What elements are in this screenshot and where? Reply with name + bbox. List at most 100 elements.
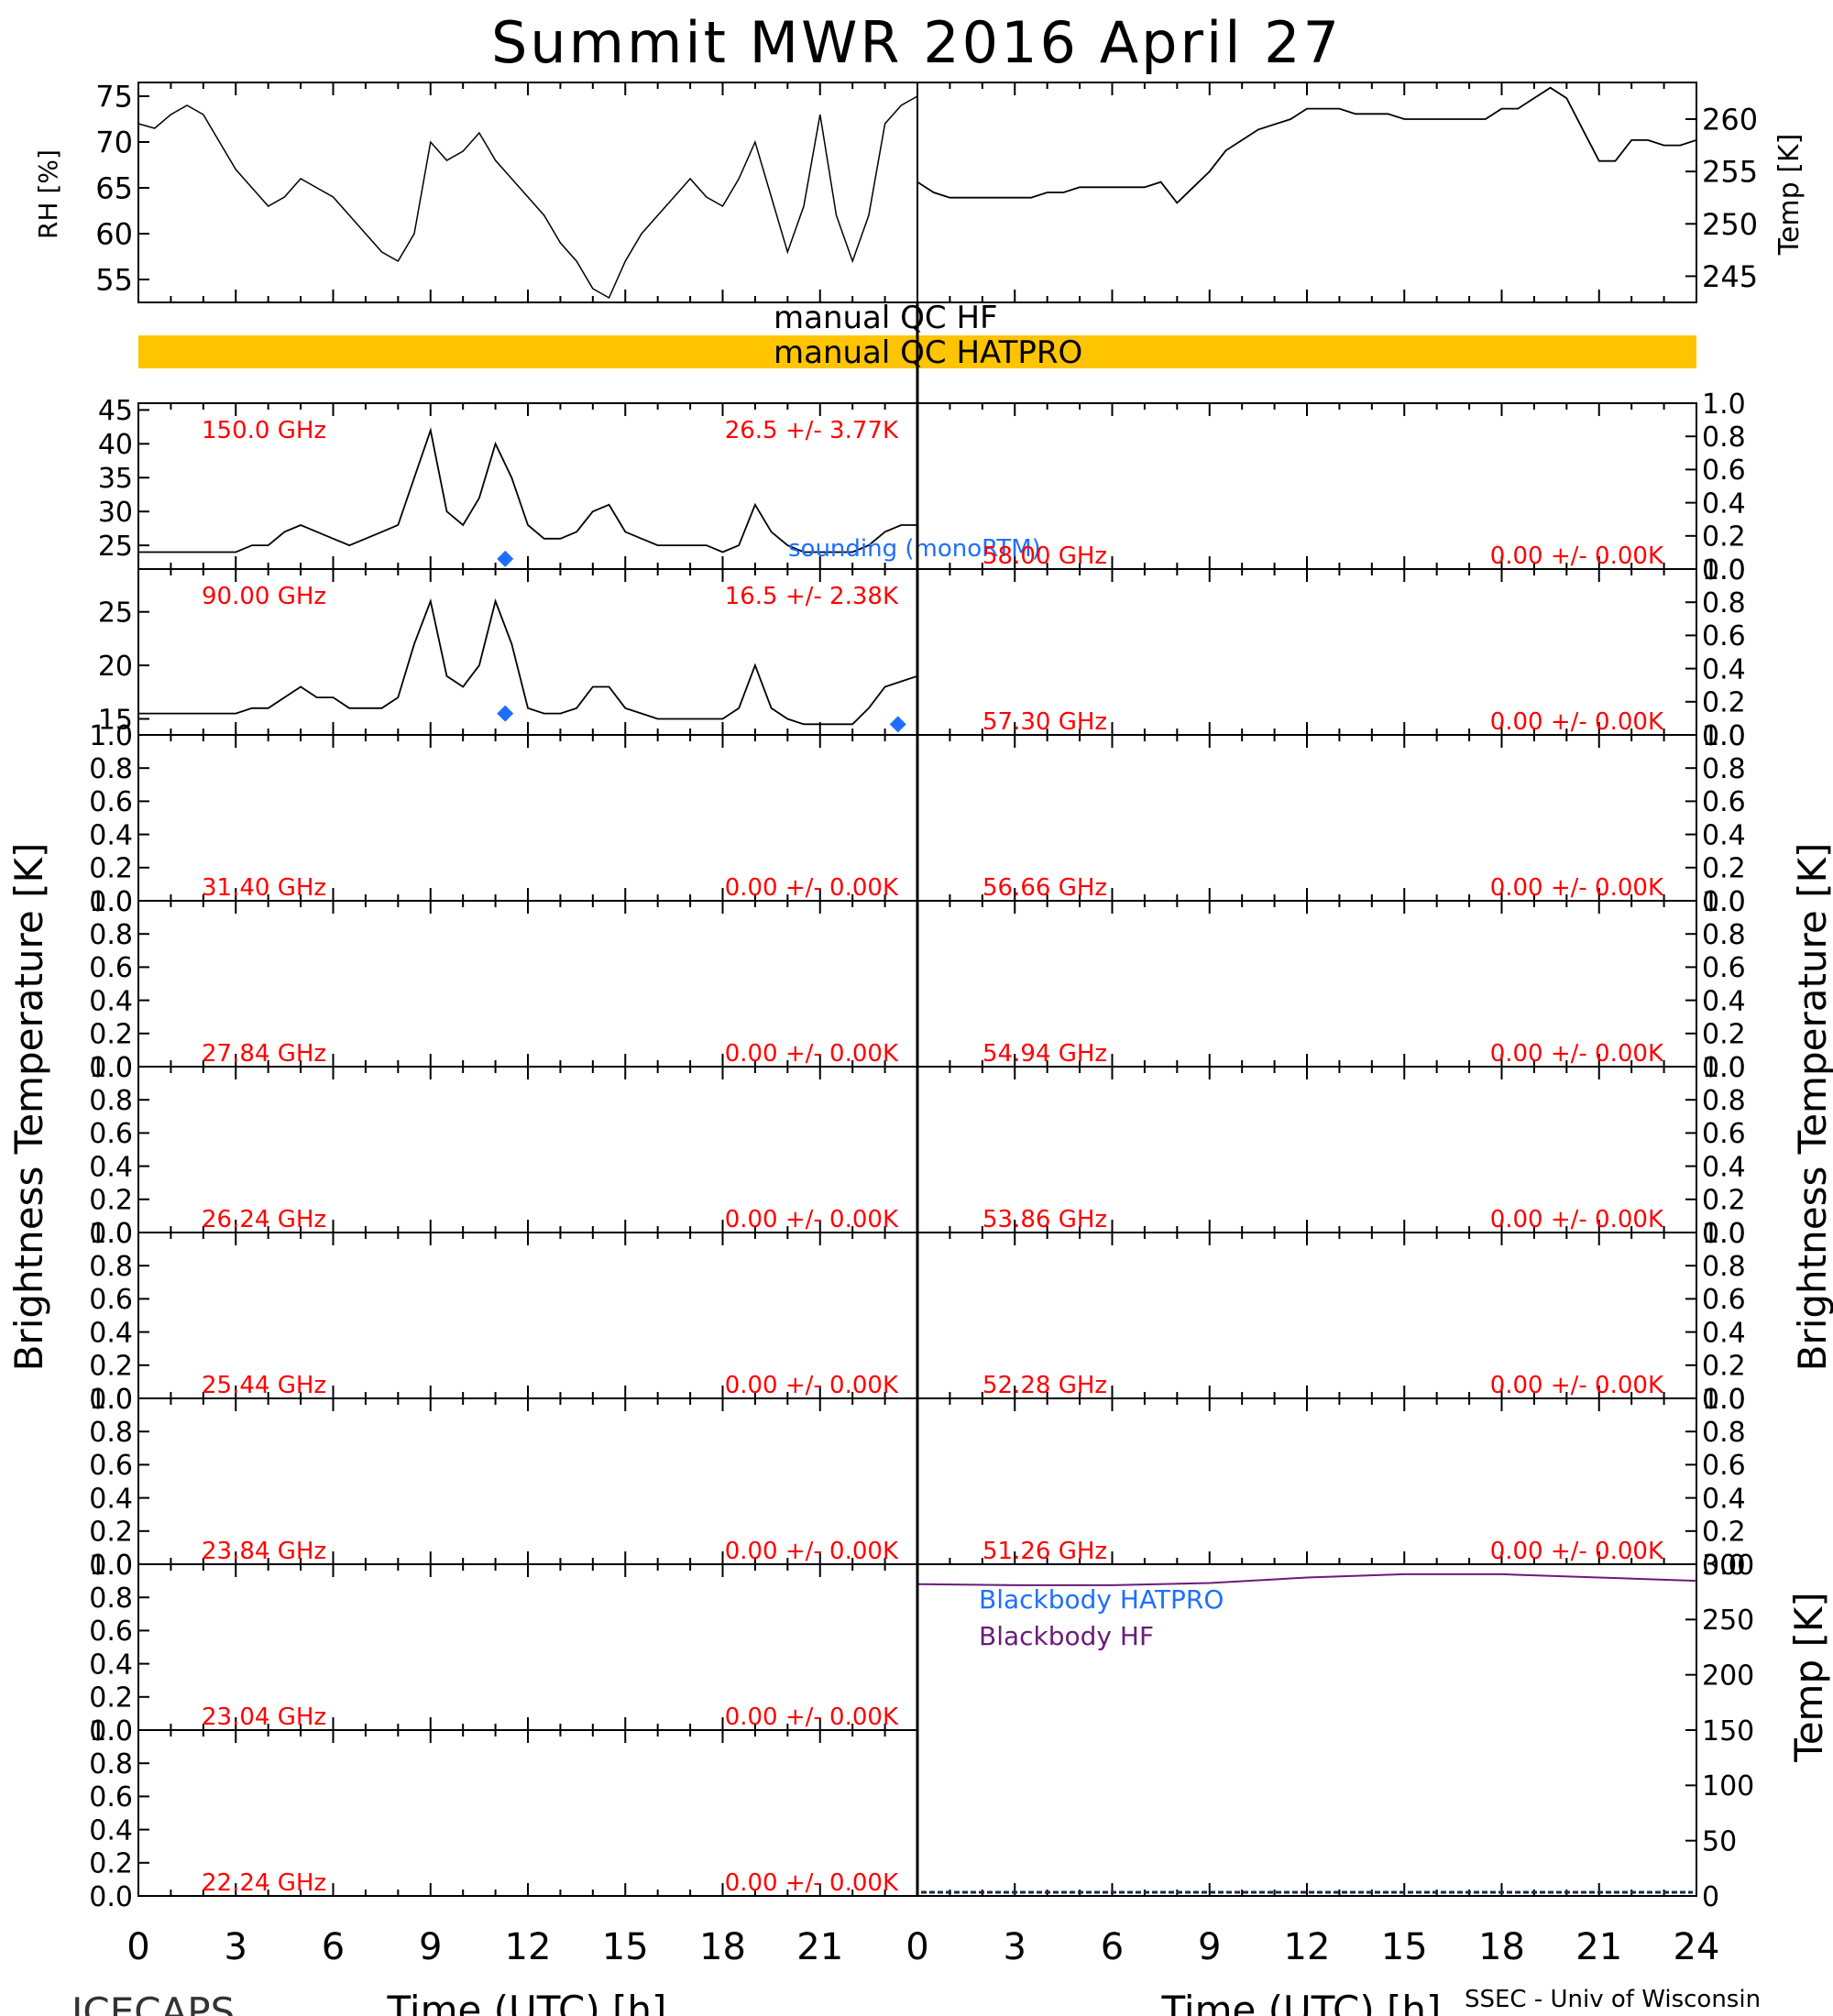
rh-ytick-label: 65 [95,171,133,206]
tb-right-panel-2-channel-label: 57.30 GHz [982,708,1107,736]
temp-axis-label: Temp [K] [1773,134,1806,257]
tb-right-panel-3-ytick-label: 1.0 [1702,720,1746,752]
tb-left-panel-3-ytick-label: 0.8 [89,753,133,785]
tb-left-panel-8-ytick-label: 0.0 [89,1715,133,1748]
qc-hatpro-label: manual QC HATPRO [774,334,1082,371]
tb-left-panel-1-channel-label: 150.0 GHz [202,417,326,444]
tb-right-panel-4-ytick-label: 0.0 [1702,1052,1746,1084]
tb-right-panel-7-ytick-label: 0.0 [1702,1550,1746,1582]
tb-right-panel-3-stats-label: 0.00 +/- 0.00K [1490,874,1664,902]
blackbody-ytick-label: 0 [1702,1881,1719,1913]
x-tick-label-left: 6 [322,1926,345,1968]
tb-left-panel-9-ytick-label: 0.2 [89,1848,133,1880]
x-tick-label-left: 12 [505,1926,552,1968]
tb-left-panel-3-stats-label: 0.00 +/- 0.00K [725,874,899,902]
tb-right-panel-4-channel-label: 54.94 GHz [982,1040,1107,1068]
plot-panels: 55606570752452502552602530354045sounding… [89,80,1758,1968]
x-tick-label-right: 24 [1674,1926,1720,1968]
tb-left-panel-2-channel-label: 90.00 GHz [202,583,326,610]
blackbody-ytick-label: 150 [1702,1715,1754,1748]
tb-left-panel-2-sounding-marker [889,716,906,733]
x-tick-label-right: 18 [1478,1926,1525,1968]
x-tick-label-right: 9 [1198,1926,1221,1968]
tb-left-panel-7-channel-label: 23.84 GHz [202,1538,326,1565]
legend-blackbody-hatpro: Blackbody HATPRO [979,1584,1224,1615]
tb-right-panel-6-ytick-label: 0.6 [1702,1284,1746,1316]
tb-left-panel-3-ytick-label: 0.0 [89,886,133,918]
tb-left-panel-3-channel-label: 31.40 GHz [202,874,326,902]
tb-right-panel-6-ytick-label: 0.4 [1702,1317,1746,1349]
tb-right-panel-4-ytick-label: 0.4 [1702,985,1746,1017]
tb-right-panel-4-stats-label: 0.00 +/- 0.00K [1490,1040,1664,1068]
tb-left-panel-4-ytick-label: 0.4 [89,985,133,1017]
tb-left-panel-6-stats-label: 0.00 +/- 0.00K [725,1372,899,1399]
tb-left-panel-5-ytick-label: 1.0 [89,1052,133,1084]
blackbody-ytick-label: 250 [1702,1605,1754,1637]
tb-right-panel-1-stats-label: 0.00 +/- 0.00K [1490,542,1664,570]
tb-right-panel-3-ytick-label: 0.8 [1702,753,1746,785]
x-tick-label-right: 12 [1284,1926,1331,1968]
tb-right-panel-5-stats-label: 0.00 +/- 0.00K [1490,1206,1664,1233]
x-tick-label-left: 9 [419,1926,442,1968]
tb-left-panel-1-series-line [138,427,917,553]
tb-right-panel-2-stats-label: 0.00 +/- 0.00K [1490,708,1664,736]
tb-right-panel-5-channel-label: 53.86 GHz [982,1206,1107,1233]
tb-right-panel-2-ytick-label: 0.8 [1702,587,1746,619]
tb-left-panel-2-stats-label: 16.5 +/- 2.38K [725,583,899,610]
tb-right-panel-2-ytick-label: 1.0 [1702,554,1746,586]
tb-right-panel-5-ytick-label: 1.0 [1702,1052,1746,1084]
tb-left-panel-6-ytick-label: 0.2 [89,1351,133,1383]
tb-left-panel-5-channel-label: 26.24 GHz [202,1206,326,1233]
blackbody-ytick-label: 200 [1702,1660,1754,1692]
tb-left-panel-9-ytick-label: 0.6 [89,1781,133,1813]
tb-right-panel-3-ytick-label: 0.6 [1702,786,1746,818]
tb-right-panel-6-ytick-label: 0.8 [1702,1251,1746,1283]
tb-left-panel-1-ytick-label: 25 [98,531,133,563]
tb-right-panel-2-ytick-label: 0.0 [1702,720,1746,752]
footer-left-label: ICECAPS [71,1989,235,2016]
x-tick-label-left: 21 [796,1926,843,1968]
tb-right-panel-3-ytick-label: 0.0 [1702,886,1746,918]
tb-left-panel-4-ytick-label: 0.6 [89,952,133,984]
blackbody-ytick-label: 300 [1702,1550,1754,1582]
tb-right-panel-5-ytick-label: 0.4 [1702,1151,1746,1183]
tb-left-panel-2-ytick-label: 20 [98,651,133,683]
tb-axis-label-left: Brightness Temperature [K] [6,843,51,1372]
blackbody-ytick-label: 50 [1702,1825,1737,1857]
x-tick-label-right: 15 [1381,1926,1428,1968]
tb-right-panel-4-ytick-label: 1.0 [1702,886,1746,918]
tb-left-panel-3-ytick-label: 0.4 [89,819,133,851]
tb-right-panel-4-ytick-label: 0.8 [1702,919,1746,951]
tb-right-panel-5-ytick-label: 0.0 [1702,1218,1746,1250]
tb-left-panel-7-ytick-label: 0.8 [89,1417,133,1449]
x-tick-label-right: 6 [1101,1926,1124,1968]
x-axis-label-right: Time (UTC) [h] [1161,1988,1442,2016]
tb-right-panel-4-ytick-label: 0.2 [1702,1019,1746,1051]
tb-left-panel-4-ytick-label: 0.0 [89,1052,133,1084]
tb-right-panel-1-ytick-label: 0.2 [1702,521,1746,553]
tb-left-panel-7-ytick-label: 0.4 [89,1483,133,1515]
tb-left-panel-3-ytick-label: 0.2 [89,853,133,885]
tb-right-panel-1-ytick-label: 0.6 [1702,455,1746,487]
tb-left-panel-5-ytick-label: 0.0 [89,1218,133,1250]
tb-right-panel-3-ytick-label: 0.4 [1702,819,1746,851]
tb-left-panel-4-stats-label: 0.00 +/- 0.00K [725,1040,899,1068]
x-tick-label-right: 3 [1004,1926,1026,1968]
tb-left-panel-5-ytick-label: 0.2 [89,1185,133,1217]
temp-ytick-label: 245 [1702,259,1758,294]
tb-left-panel-8-channel-label: 23.04 GHz [202,1704,326,1731]
legend-blackbody-hf: Blackbody HF [979,1621,1154,1651]
tb-left-panel-2-series-line [138,597,918,726]
tb-left-panel-5-ytick-label: 0.8 [89,1085,133,1117]
tb-left-panel-1-ytick-label: 45 [98,395,133,427]
tb-right-panel-1-ytick-label: 1.0 [1702,389,1746,421]
temp-series-line [916,86,1697,204]
tb-left-panel-7-stats-label: 0.00 +/- 0.00K [725,1538,899,1565]
tb-left-panel-6-ytick-label: 0.0 [89,1384,133,1416]
tb-right-panel-7-ytick-label: 0.6 [1702,1450,1746,1482]
tb-axis-label-right: Brightness Temperature [K] [1790,843,1833,1372]
tb-left-panel-8-ytick-label: 0.2 [89,1682,133,1715]
x-tick-label-left: 15 [602,1926,649,1968]
